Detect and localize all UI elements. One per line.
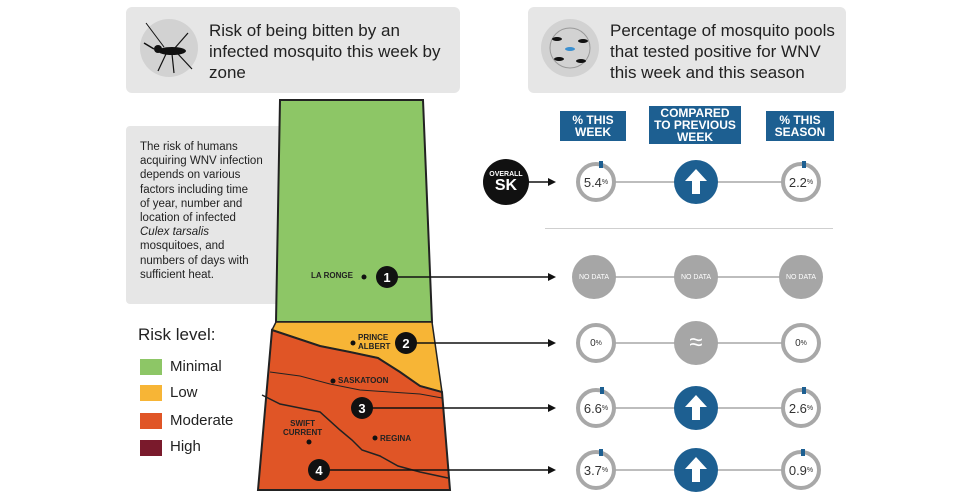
right-panel-title: Percentage of mosquito pools that tested…	[610, 21, 835, 82]
city-label-swift-current: SWIFT CURRENT	[283, 419, 323, 437]
zone-marker-2: 2	[395, 332, 417, 354]
zone-marker-1: 1	[376, 266, 398, 288]
zone-marker-3: 3	[351, 397, 373, 419]
zone-1-this-week: NO DATA	[572, 255, 616, 299]
zone-3-this-week-value: 6.6%	[576, 387, 616, 428]
legend-swatch-high	[140, 440, 162, 456]
header-this-week: % THIS WEEK	[560, 111, 626, 141]
city-label-regina: REGINA	[380, 434, 412, 443]
overall-sk-badge: OVERALL SK	[483, 159, 529, 205]
legend-swatch-moderate	[140, 413, 162, 429]
zone-4-up-arrow-icon	[674, 448, 718, 492]
zone-1-this-season: NO DATA	[779, 255, 823, 299]
mosquitoes-circle-icon	[541, 19, 599, 77]
legend-title: Risk level:	[138, 325, 216, 344]
header-compared: COMPARED TO PREVIOUS WEEK	[649, 106, 741, 144]
city-label-la-ronge: LA RONGE	[311, 271, 353, 280]
legend-swatch-low	[140, 385, 162, 401]
legend-label-low: Low	[170, 384, 198, 401]
overall-this-week-value: 5.4%	[576, 161, 616, 202]
header-this-season: % THIS SEASON	[766, 111, 834, 141]
zone-4-this-week-value: 3.7%	[576, 449, 616, 490]
description-text: The risk of humans acquiring WNV infecti…	[140, 141, 263, 281]
zone-2-approx-equal-icon: ≈	[674, 321, 718, 365]
legend-label-moderate: Moderate	[170, 412, 234, 429]
zone-2-this-week-value: 0%	[576, 323, 616, 363]
description-box	[126, 126, 296, 304]
city-label-prince-albert: PRINCE ALBERT	[358, 333, 391, 351]
zone-3-this-season-value: 2.6%	[781, 387, 821, 428]
legend-label-high: High	[170, 438, 201, 455]
legend-label-minimal: Minimal	[170, 358, 222, 375]
zone-4-this-season-value: 0.9%	[781, 449, 821, 490]
zone-2-this-season-value: 0%	[781, 323, 821, 363]
mosquito-icon	[140, 19, 198, 77]
zone-3-up-arrow-icon	[674, 386, 718, 430]
legend-swatch-minimal	[140, 359, 162, 375]
zone-boundary-2-3	[269, 371, 443, 399]
section-divider	[545, 228, 833, 229]
overall-this-season-value: 2.2%	[781, 161, 821, 202]
city-label-saskatoon: SASKATOON	[338, 376, 389, 385]
zone-boundary-3-4	[261, 394, 449, 479]
zone-1-compared: NO DATA	[674, 255, 718, 299]
left-panel-title: Risk of being bitten by an infected mosq…	[209, 21, 441, 82]
overall-up-arrow-icon	[674, 160, 718, 204]
zone-marker-4: 4	[308, 459, 330, 481]
